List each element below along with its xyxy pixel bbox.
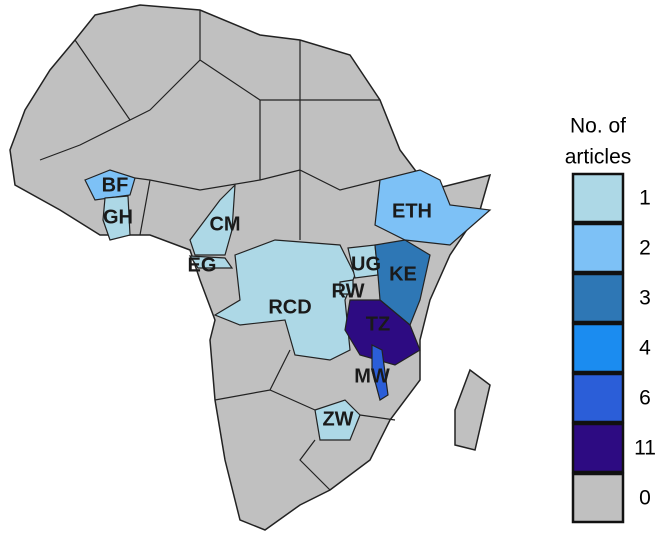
legend-swatch <box>571 272 625 324</box>
region <box>84 169 136 201</box>
region-label: RCD <box>268 296 311 318</box>
borders <box>39 10 396 491</box>
region-label: TZ <box>366 313 390 335</box>
legend-label: 6 <box>639 387 651 410</box>
region-label: ETH <box>392 200 432 222</box>
legend-swatch <box>571 172 625 224</box>
region <box>374 239 431 326</box>
legend-label: 4 <box>639 337 651 360</box>
region-label: KE <box>389 263 417 285</box>
region <box>374 169 492 246</box>
region <box>189 183 236 256</box>
region <box>102 195 131 241</box>
legend-title: No. of <box>570 115 626 138</box>
legend-swatch <box>571 372 625 424</box>
legend: No. of articles 1 2 3 4 6 11 0 <box>565 115 656 524</box>
legend-swatch <box>571 472 625 524</box>
region-label: MW <box>354 365 390 387</box>
region <box>371 344 389 401</box>
legend-swatch <box>571 322 625 374</box>
legend-swatch <box>571 222 625 274</box>
region-label: UG <box>351 253 381 275</box>
legend-title: articles <box>565 146 632 169</box>
legend-label: 11 <box>634 437 656 460</box>
region-label: CM <box>209 213 240 235</box>
legend-label: 1 <box>639 187 651 210</box>
madagascar <box>454 368 491 451</box>
region-label: ZW <box>322 408 353 430</box>
legend-label: 2 <box>639 237 651 260</box>
region-label: BF <box>102 174 129 196</box>
region-label: EG <box>188 254 217 276</box>
region-label: RW <box>332 280 365 302</box>
region <box>314 399 361 441</box>
region-label: GH <box>103 206 133 228</box>
region <box>188 255 234 269</box>
region <box>344 299 421 366</box>
legend-label: 0 <box>639 487 651 510</box>
region <box>339 279 354 295</box>
legend-swatch <box>571 422 625 474</box>
region <box>213 239 356 361</box>
legend-label: 3 <box>639 287 651 310</box>
